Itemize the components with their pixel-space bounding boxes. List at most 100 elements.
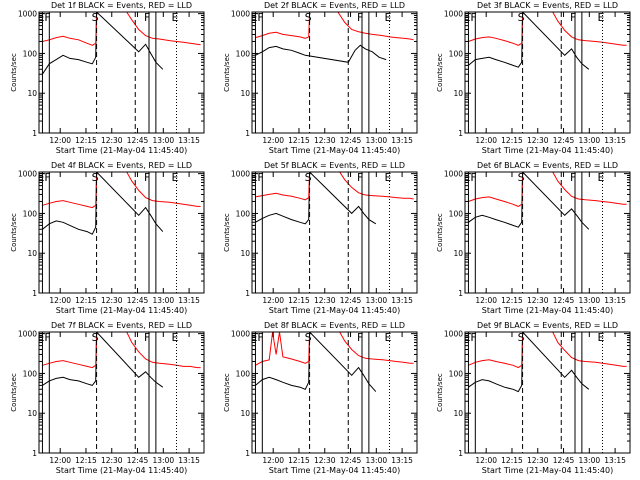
y-tick-label: 1 [32,449,37,458]
x-tick-label: 13:15 [178,296,200,305]
chart-title: Det 5f BLACK = Events, RED = LLD [264,161,405,170]
y-axis-label: Counts/sec [436,53,444,92]
marker-label: S [305,11,312,24]
y-tick-label: 1 [32,129,37,138]
y-tick-label: 1 [245,449,250,458]
y-tick-label: 1 [458,129,463,138]
series-line-red [468,12,627,46]
marker-label: F [144,171,150,184]
marker-label: E [598,331,605,344]
x-tick-label: 12:45 [127,456,149,465]
x-tick-label: 12:45 [340,456,362,465]
x-tick-label: 12:15 [288,296,310,305]
y-tick-label: 10 [453,249,463,258]
marker-label: E [172,11,179,24]
x-tick-label: 12:15 [75,456,97,465]
x-tick-label: 12:00 [262,296,284,305]
chart-title: Det 8f BLACK = Events, RED = LLD [264,321,405,330]
marker-label: F [570,171,576,184]
x-tick-label: 12:15 [288,136,310,145]
x-tick-label: 13:00 [153,456,175,465]
plot-frame [38,11,205,134]
y-tick-label: 1000 [444,10,463,19]
plot-frame [251,331,418,454]
y-tick-label: 100 [23,49,38,58]
x-tick-label: 12:15 [75,296,97,305]
y-tick-label: 1000 [444,330,463,339]
marker-label: E [172,171,179,184]
x-tick-label: 13:00 [579,296,601,305]
x-tick-label: 13:00 [579,136,601,145]
x-tick-label: 12:00 [49,456,71,465]
x-tick-label: 13:00 [366,456,388,465]
marker-label: F [470,171,476,184]
y-tick-label: 100 [449,49,464,58]
x-tick-label: 12:15 [501,136,523,145]
x-tick-label: 12:00 [262,456,284,465]
series-line-red [255,12,414,41]
y-tick-label: 1 [458,289,463,298]
x-tick-label: 13:15 [178,136,200,145]
y-tick-label: 1 [458,449,463,458]
y-tick-label: 10 [453,409,463,418]
series-line-red [255,172,414,201]
x-tick-label: 13:15 [178,456,200,465]
y-tick-label: 100 [236,49,251,58]
x-tick-label: 12:00 [262,136,284,145]
x-tick-label: 12:45 [340,136,362,145]
x-tick-label: 12:30 [527,456,549,465]
x-tick-label: 12:45 [127,296,149,305]
series-line-red [255,332,414,366]
y-axis-label: Counts/sec [436,213,444,252]
x-axis-label: Start Time (21-May-04 11:45:40) [56,466,187,475]
y-axis-label: Counts/sec [10,213,18,252]
y-tick-label: 100 [23,209,38,218]
plot-frame [38,331,205,454]
x-axis-label: Start Time (21-May-04 11:45:40) [482,466,613,475]
y-tick-label: 100 [236,369,251,378]
x-tick-label: 12:15 [288,456,310,465]
y-tick-label: 10 [240,249,250,258]
marker-label: F [44,11,50,24]
chart-title: Det 7f BLACK = Events, RED = LLD [51,321,192,330]
y-tick-label: 1000 [231,10,250,19]
y-tick-label: 10 [240,409,250,418]
marker-label: F [357,171,363,184]
series-line-black [255,44,387,63]
marker-label: F [357,11,363,24]
y-tick-label: 1 [245,289,250,298]
y-tick-label: 1 [245,129,250,138]
x-tick-label: 12:30 [101,136,123,145]
x-tick-label: 12:30 [314,136,336,145]
y-tick-label: 1000 [231,170,250,179]
x-tick-label: 12:30 [314,296,336,305]
x-tick-label: 13:15 [604,296,626,305]
plot-area [255,12,414,63]
marker-label: S [518,331,525,344]
marker-label: F [470,11,476,24]
x-tick-label: 13:15 [391,136,413,145]
marker-label: S [92,11,99,24]
marker-label: F [144,331,150,344]
marker-label: E [385,171,392,184]
y-tick-label: 10 [27,89,37,98]
marker-label: F [144,11,150,24]
marker-label: E [598,171,605,184]
marker-label: S [92,331,99,344]
y-tick-label: 10 [240,89,250,98]
x-tick-label: 12:45 [340,296,362,305]
y-tick-label: 1000 [444,170,463,179]
x-axis-label: Start Time (21-May-04 11:45:40) [482,306,613,315]
x-tick-label: 12:15 [75,136,97,145]
plot-frame [251,11,418,134]
y-tick-label: 10 [453,89,463,98]
x-tick-label: 13:15 [391,296,413,305]
x-tick-label: 12:30 [101,296,123,305]
x-tick-label: 13:00 [153,136,175,145]
